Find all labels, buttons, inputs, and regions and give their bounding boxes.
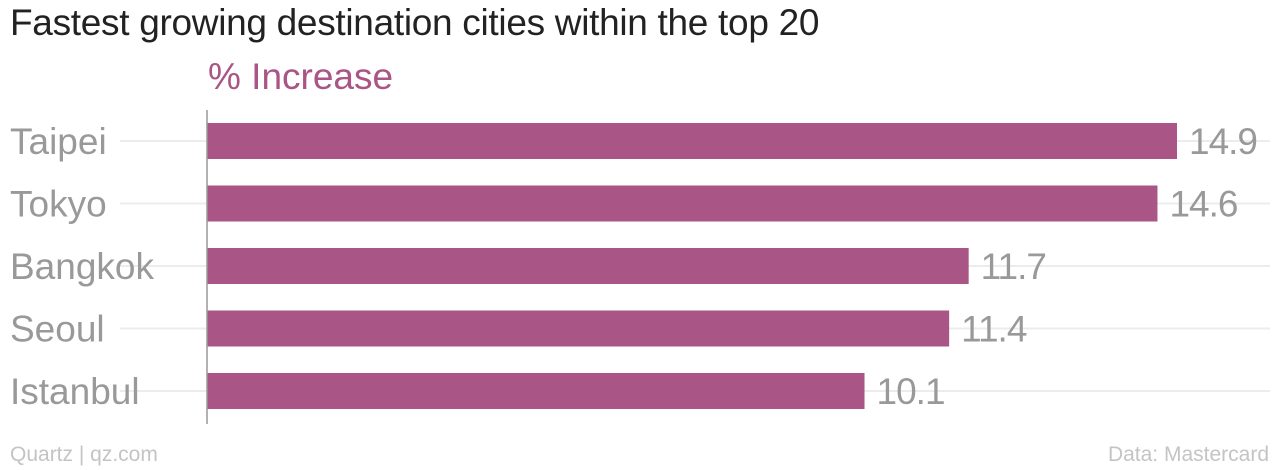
bar <box>207 185 1158 222</box>
category-label: Istanbul <box>10 371 140 412</box>
bar <box>207 248 969 284</box>
value-label: 11.7 <box>981 246 1046 287</box>
bar <box>207 373 865 409</box>
bar <box>207 310 950 347</box>
category-label: Bangkok <box>10 246 154 287</box>
category-label: Seoul <box>10 309 105 350</box>
footer-source: Data: Mastercard <box>1107 443 1269 466</box>
bar <box>207 123 1177 159</box>
value-label: 14.6 <box>1169 184 1237 225</box>
value-label: 11.4 <box>961 309 1027 350</box>
footer-credit: Quartz | qz.com <box>10 443 158 466</box>
value-label: 10.1 <box>877 371 945 412</box>
chart-title: Fastest growing destination cities withi… <box>10 2 820 43</box>
category-label: Tokyo <box>10 184 107 225</box>
category-label: Taipei <box>10 121 107 162</box>
value-label: 14.9 <box>1189 121 1257 162</box>
series-label: % Increase <box>208 56 394 97</box>
